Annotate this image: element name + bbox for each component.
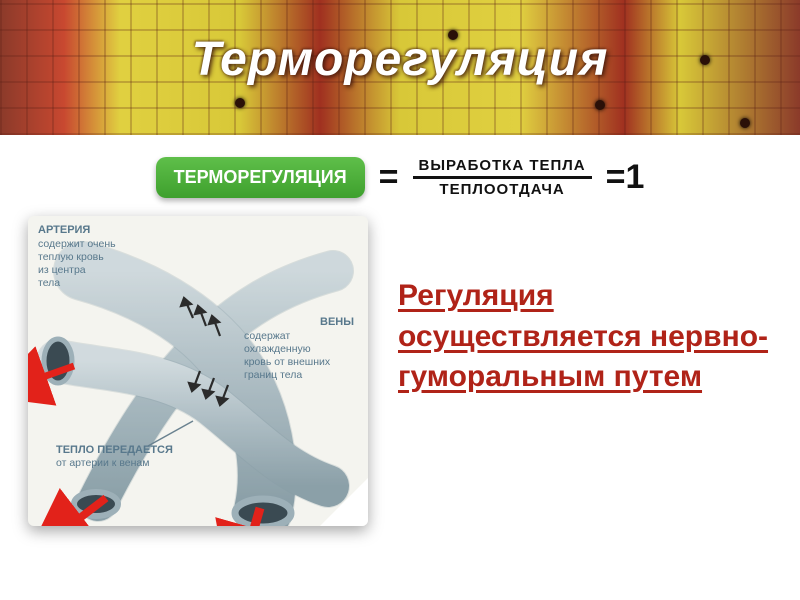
fraction-denominator: ТЕПЛООТДАЧА [433,179,570,198]
texture-hole [700,55,710,65]
veins-text: содержат охлажденную кровь от внешних гр… [244,330,354,383]
texture-hole [740,118,750,128]
artery-text: содержит очень теплую кровь из центра те… [38,238,148,291]
vessel-diagram: АРТЕРИЯ содержит очень теплую кровь из ц… [28,216,368,526]
artery-title: АРТЕРИЯ [38,224,90,238]
formula-row: ТЕРМОРЕГУЛЯЦИЯ = ВЫРАБОТКА ТЕПЛА ТЕПЛООТ… [40,157,760,198]
texture-hole [448,30,458,40]
fraction: ВЫРАБОТКА ТЕПЛА ТЕПЛООТДАЧА [413,157,592,198]
content-row: АРТЕРИЯ содержит очень теплую кровь из ц… [0,216,800,526]
term-badge: ТЕРМОРЕГУЛЯЦИЯ [156,157,365,198]
header-band: Терморегуляция [0,0,800,135]
formula-result: =1 [606,158,645,197]
equals-sign: = [379,158,399,197]
card-corner-fold [319,477,368,526]
texture-hole [235,98,245,108]
main-statement: Регуляция осуществляется нервно-гумораль… [398,216,772,398]
veins-title: ВЕНЫ [320,316,354,330]
page-title: Терморегуляция [0,32,800,87]
fraction-numerator: ВЫРАБОТКА ТЕПЛА [413,157,592,176]
heat-text: от артерии к венам [56,457,149,470]
texture-hole [595,100,605,110]
heat-title: ТЕПЛО ПЕРЕДАЕТСЯ [56,444,173,458]
